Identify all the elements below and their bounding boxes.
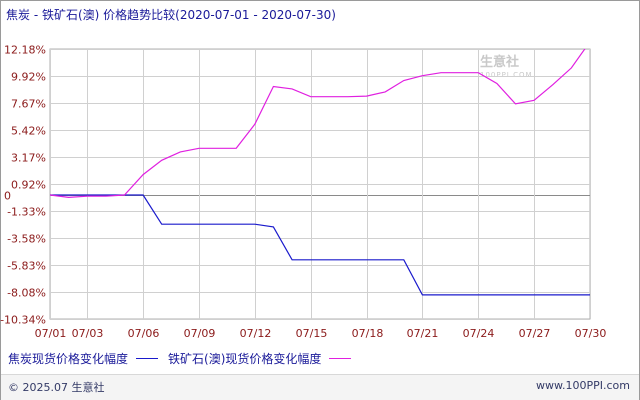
- y-tick-label: 0: [4, 190, 11, 203]
- footer-site-link[interactable]: www.100PPI.com: [536, 379, 630, 392]
- y-tick-label: -1.33%: [7, 206, 46, 219]
- footer-bar: [1, 374, 639, 400]
- y-tick-label: 0.92%: [11, 179, 46, 192]
- brand-watermark: 生意社 100PPI.COM: [480, 55, 533, 81]
- y-tick-label: 12.18%: [4, 44, 46, 57]
- footer-copyright: © 2025.07 生意社: [8, 381, 105, 394]
- x-tick-label: 07/18: [352, 327, 384, 340]
- series-line-iron-ore: [50, 49, 586, 199]
- y-tick-label: 3.17%: [11, 152, 46, 165]
- x-tick-label: 07/12: [240, 327, 272, 340]
- legend: 焦炭现货价格变化幅度 铁矿石(澳)现货价格变化幅度: [8, 350, 361, 367]
- y-tick-label: 5.42%: [11, 125, 46, 138]
- x-tick-label: 07/21: [407, 327, 439, 340]
- x-tick-label: 07/03: [72, 327, 104, 340]
- legend-label-coke: 焦炭现货价格变化幅度: [8, 352, 129, 366]
- series-line-coke: [50, 194, 590, 296]
- x-tick-label: 07/27: [519, 327, 551, 340]
- x-tick-label: 07/24: [463, 327, 495, 340]
- watermark-brand: 生意社: [480, 55, 520, 70]
- y-tick-label: 7.67%: [11, 98, 46, 111]
- x-tick-label: 07/15: [296, 327, 328, 340]
- y-tick-label: -3.58%: [7, 233, 46, 246]
- x-tick-label: 07/30: [575, 327, 607, 340]
- y-tick-label: -8.08%: [7, 287, 46, 300]
- x-tick-label: 07/09: [184, 327, 216, 340]
- x-tick-label: 07/01: [35, 327, 67, 340]
- legend-swatch-coke: [136, 358, 159, 359]
- y-tick-label: 9.92%: [11, 71, 46, 84]
- chart-title: 焦炭 - 铁矿石(澳) 价格趋势比较(2020-07-01 - 2020-07-…: [6, 8, 336, 22]
- x-tick-label: 07/06: [128, 327, 160, 340]
- y-tick-label: -5.83%: [7, 260, 46, 273]
- y-tick-label: -10.34%: [0, 314, 46, 327]
- legend-label-iron-ore: 铁矿石(澳)现货价格变化幅度: [168, 352, 322, 366]
- legend-swatch-iron-ore: [329, 358, 352, 359]
- watermark-url: 100PPI.COM: [480, 71, 533, 79]
